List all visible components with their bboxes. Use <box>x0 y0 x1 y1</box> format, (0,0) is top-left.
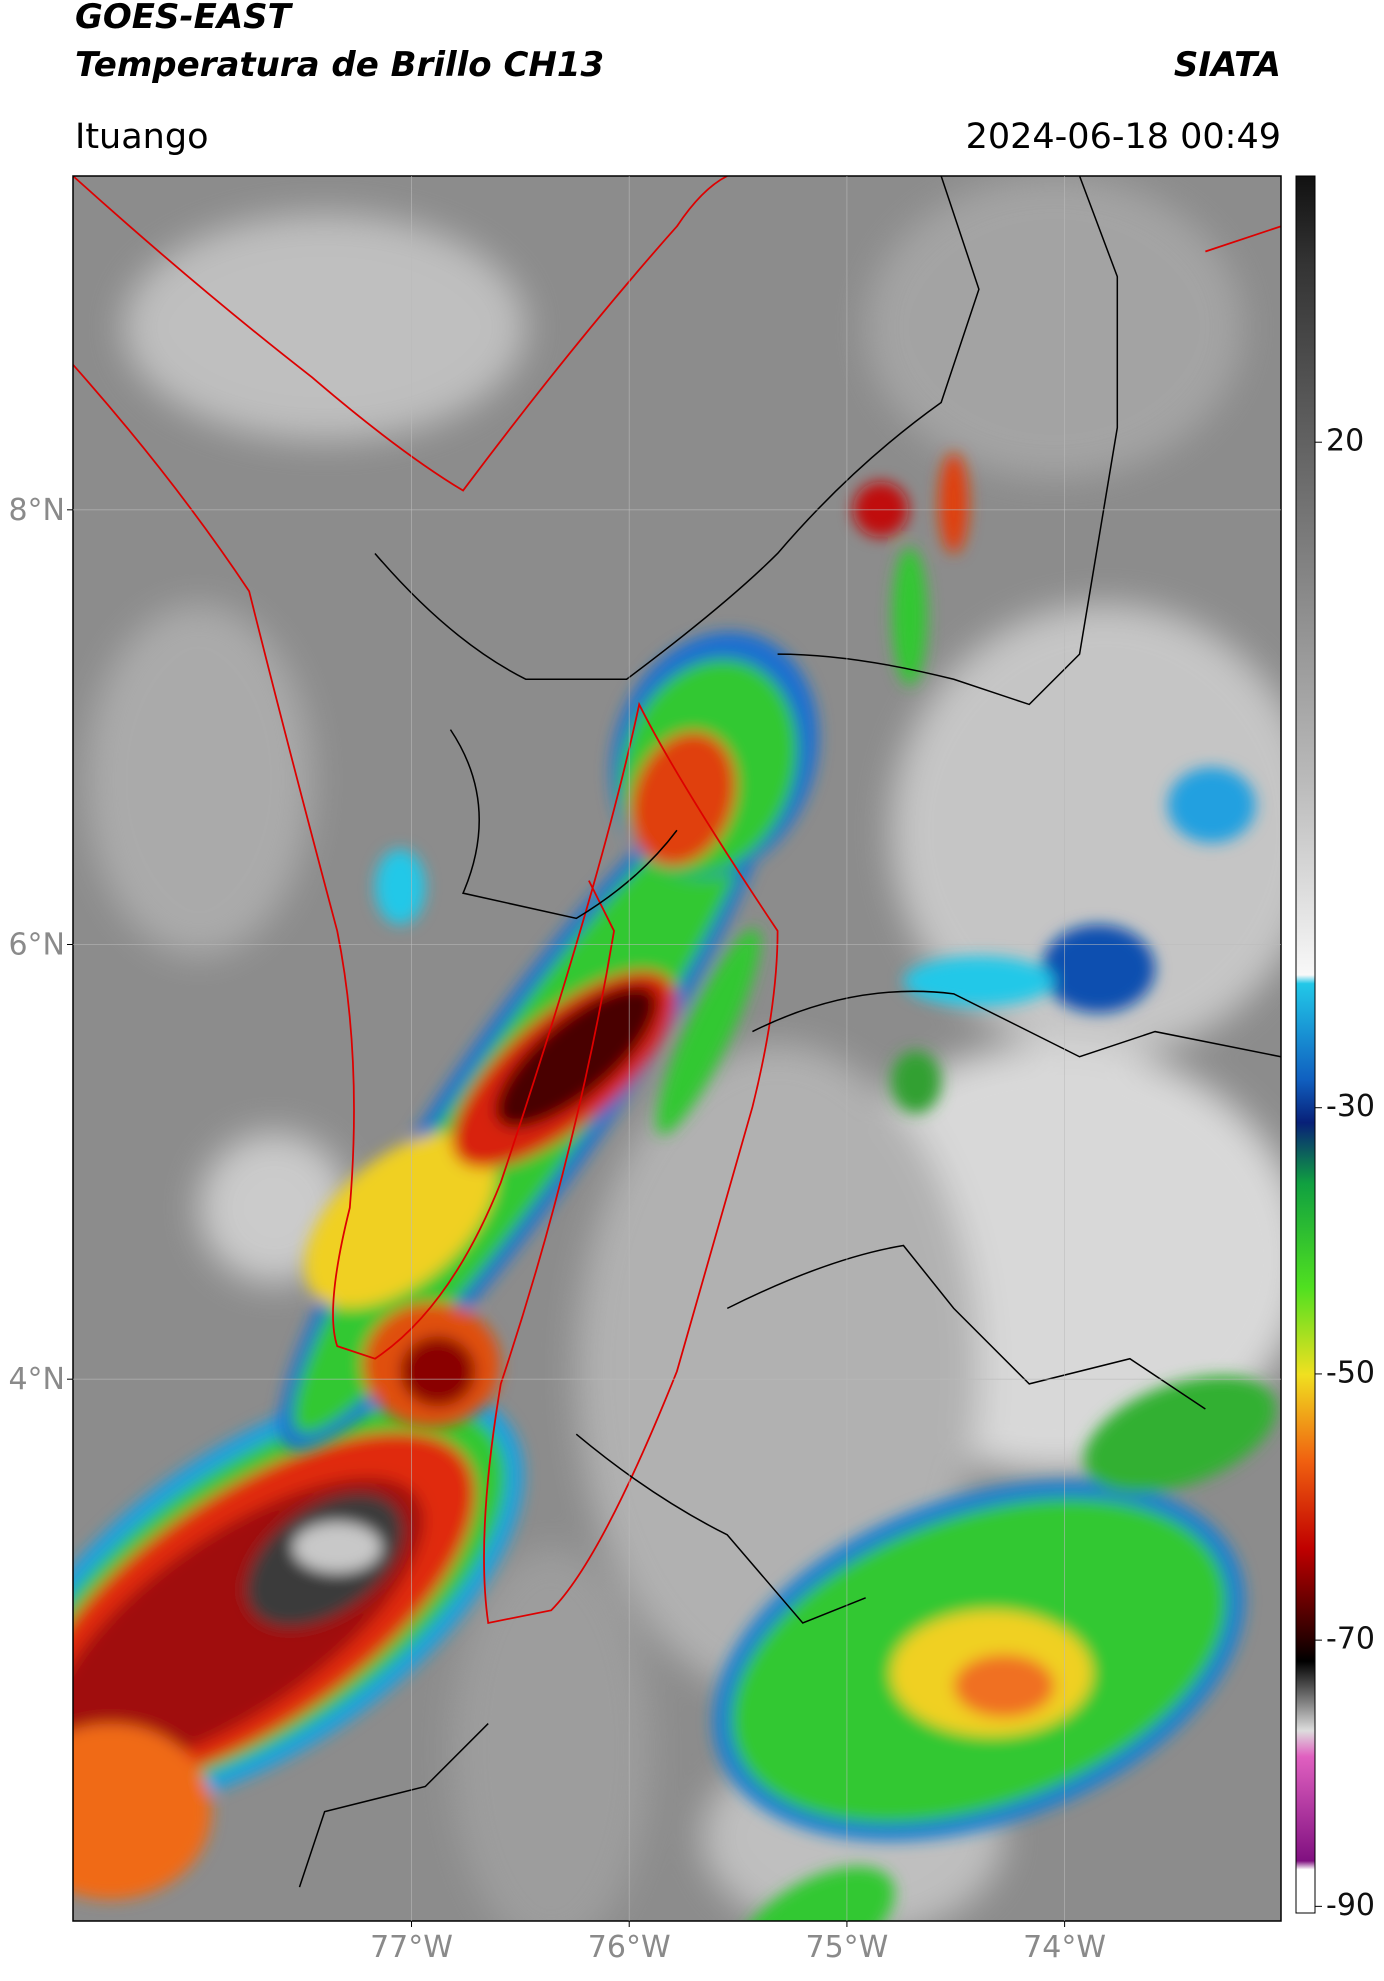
colorbar-tick-label: -70 <box>1326 1622 1375 1657</box>
colorbar-tick-label: -90 <box>1326 1888 1375 1923</box>
map-frame <box>72 175 1282 1922</box>
x-tick-label: 75°W <box>805 1930 888 1965</box>
x-tick-label: 76°W <box>588 1930 671 1965</box>
y-tick-label: 6°N <box>8 928 65 963</box>
subtitle: Temperatura de Brillo CH13 <box>75 45 604 85</box>
x-tick-label: 74°W <box>1023 1930 1106 1965</box>
colorbar <box>1295 175 1316 1914</box>
y-tick-label: 8°N <box>8 493 65 528</box>
cloud-field <box>73 176 1281 1921</box>
brand: SIATA <box>1174 45 1281 85</box>
location: Ituango <box>75 117 209 157</box>
datetime: 2024-06-18 00:49 <box>966 117 1281 157</box>
x-tick-label: 77°W <box>370 1930 453 1965</box>
colorbar-tick-label: -50 <box>1326 1355 1375 1390</box>
title: GOES-EAST <box>75 0 294 37</box>
y-tick-label: 4°N <box>8 1362 65 1397</box>
colorbar-tick-label: 20 <box>1326 424 1364 459</box>
colorbar-tick-label: -30 <box>1326 1089 1375 1124</box>
satellite-image <box>73 176 1281 1921</box>
